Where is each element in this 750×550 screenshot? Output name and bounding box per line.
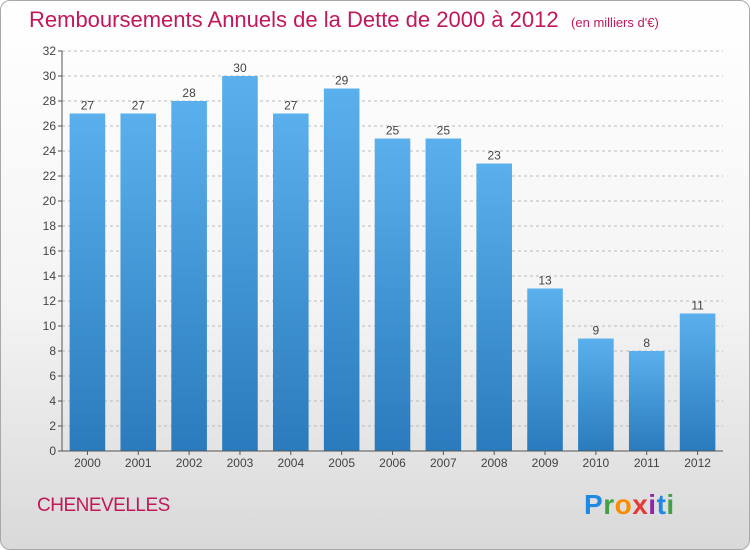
logo-letter: i — [648, 489, 657, 520]
location-name: CHENEVELLES — [37, 495, 170, 516]
x-tick-label: 2011 — [634, 456, 660, 470]
bar — [476, 163, 512, 451]
y-tick-label: 24 — [43, 144, 57, 158]
bar-value-label: 27 — [132, 99, 146, 113]
y-tick-label: 32 — [43, 44, 57, 58]
bar — [374, 138, 411, 451]
logo-letter: i — [666, 489, 675, 520]
bar — [171, 101, 207, 451]
y-tick-label: 22 — [43, 169, 57, 183]
bar — [273, 113, 309, 451]
x-tick-label: 2008 — [481, 456, 508, 470]
bar-value-label: 8 — [643, 336, 650, 350]
x-tick-label: 2004 — [277, 456, 304, 470]
bar — [527, 288, 563, 451]
x-tick-label: 2006 — [379, 456, 406, 470]
chart-title-block: Remboursements Annuels de la Dette de 20… — [29, 7, 659, 33]
y-tick-label: 18 — [43, 219, 57, 233]
y-tick-label: 26 — [43, 119, 57, 133]
bar — [222, 76, 258, 451]
bar-value-label: 30 — [233, 61, 247, 75]
y-tick-label: 0 — [49, 444, 56, 458]
proxiti-logo: Proxiti — [584, 489, 675, 521]
chart-title: Remboursements Annuels de la Dette de 20… — [29, 7, 559, 32]
bar-value-label: 29 — [335, 74, 349, 88]
bar-value-label: 25 — [386, 124, 400, 138]
bar-value-label: 13 — [538, 274, 552, 288]
logo-letter: P — [584, 489, 604, 520]
x-tick-label: 2002 — [176, 456, 203, 470]
y-tick-label: 28 — [43, 94, 57, 108]
y-tick-label: 16 — [43, 244, 57, 258]
bar — [120, 113, 157, 451]
y-tick-label: 8 — [49, 344, 56, 358]
bar-value-label: 27 — [81, 99, 95, 113]
bar-value-label: 27 — [284, 99, 298, 113]
x-tick-label: 2003 — [227, 456, 254, 470]
y-tick-label: 10 — [43, 319, 57, 333]
x-tick-label: 2009 — [532, 456, 559, 470]
x-tick-label: 2000 — [74, 456, 101, 470]
y-tick-label: 6 — [49, 369, 56, 383]
y-tick-label: 30 — [43, 69, 57, 83]
logo-letter: o — [614, 489, 633, 520]
bar — [578, 338, 614, 451]
x-tick-label: 2007 — [430, 456, 457, 470]
bar-value-label: 25 — [437, 124, 451, 138]
logo-letter: x — [632, 489, 649, 520]
bar-value-label: 23 — [488, 149, 502, 163]
bar — [323, 88, 360, 451]
y-tick-label: 12 — [43, 294, 57, 308]
y-tick-label: 14 — [43, 269, 57, 283]
bar — [69, 113, 106, 451]
bars: 27 27 28 30 27 29 25 25 23 13 9 8 11 — [69, 61, 716, 451]
bar — [425, 138, 462, 451]
x-tick-label: 2010 — [583, 456, 610, 470]
x-tick-label: 2001 — [125, 456, 152, 470]
bar — [628, 351, 665, 451]
bar-value-label: 28 — [182, 86, 196, 100]
bar — [679, 313, 716, 451]
logo-letter: t — [656, 489, 667, 520]
chart-unit: (en milliers d'€) — [571, 15, 659, 30]
y-tick-label: 2 — [49, 419, 56, 433]
y-tick-label: 20 — [43, 194, 57, 208]
logo-letter: r — [603, 489, 615, 520]
x-tick-label: 2005 — [328, 456, 355, 470]
x-tick-label: 2012 — [684, 456, 711, 470]
bar-value-label: 9 — [593, 324, 600, 338]
bar-value-label: 11 — [691, 299, 704, 313]
y-tick-label: 4 — [49, 394, 56, 408]
